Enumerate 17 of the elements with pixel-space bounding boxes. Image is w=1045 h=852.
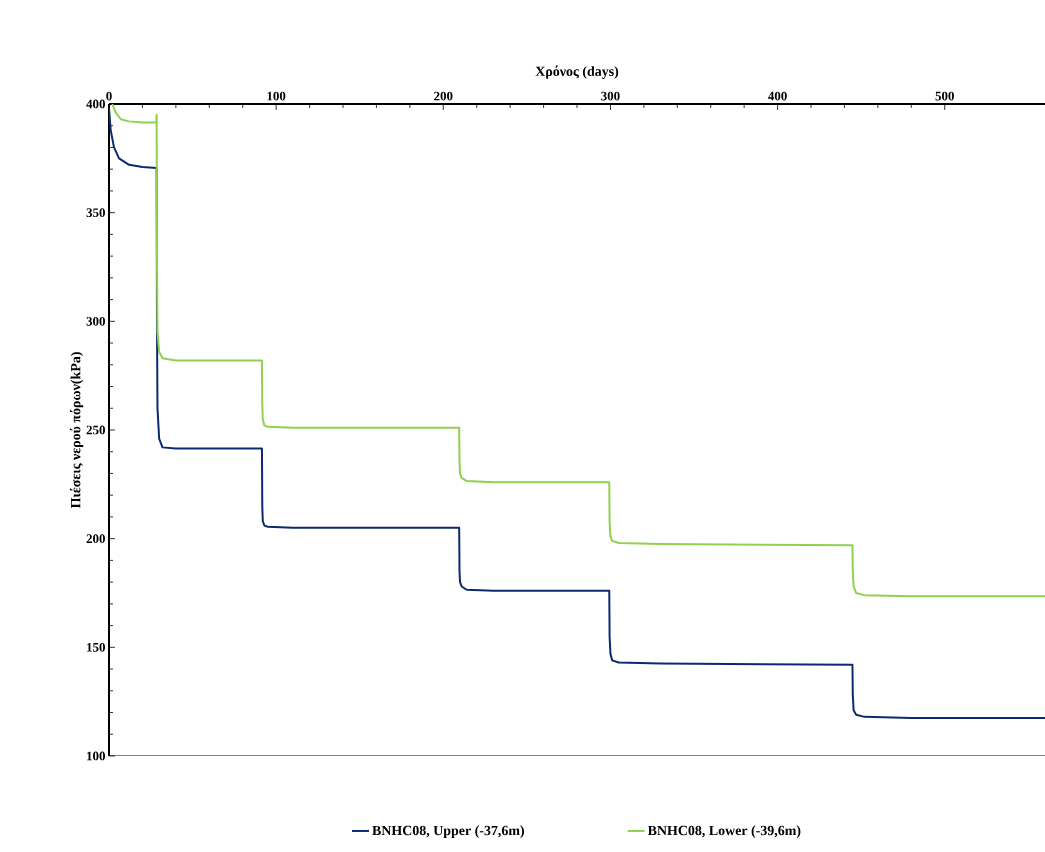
y-tick-label: 300 bbox=[86, 316, 105, 326]
y-axis-title: Πιέσεις νερού πόρων(kPa) bbox=[69, 352, 84, 509]
y-tick-label: 200 bbox=[86, 534, 105, 544]
x-tick-label: 200 bbox=[434, 91, 453, 101]
y-tick-label: 100 bbox=[87, 751, 105, 761]
y-tick-label: 150 bbox=[87, 642, 105, 652]
legend-label: BNHC08, Upper (-37,6m) bbox=[372, 825, 524, 839]
y-tick-label: 250 bbox=[86, 425, 105, 435]
x-tick-label: 500 bbox=[935, 91, 954, 101]
legend-label: BNHC08, Lower (-39,6m) bbox=[647, 825, 801, 839]
x-tick-label: 400 bbox=[768, 91, 787, 101]
x-tick-label: 300 bbox=[601, 91, 620, 101]
x-tick-label: 0 bbox=[106, 91, 112, 101]
x-tick-label: 100 bbox=[267, 91, 286, 101]
y-tick-label: 350 bbox=[86, 208, 105, 218]
y-tick-label: 400 bbox=[86, 99, 105, 109]
x-axis-title: Χρόνος (days) bbox=[535, 65, 619, 79]
